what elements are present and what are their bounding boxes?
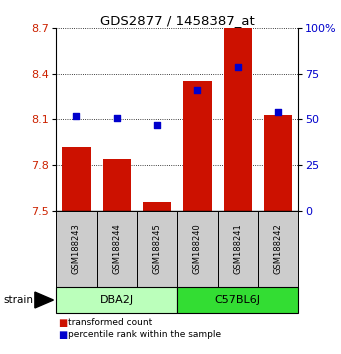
Bar bbox=[143, 201, 171, 211]
Text: DBA2J: DBA2J bbox=[100, 295, 134, 305]
Bar bbox=[218, 211, 258, 287]
Bar bbox=[258, 211, 298, 287]
Text: percentile rank within the sample: percentile rank within the sample bbox=[68, 330, 221, 339]
Bar bbox=[97, 211, 137, 287]
Bar bbox=[103, 159, 131, 211]
Point bbox=[114, 115, 119, 120]
Bar bbox=[56, 287, 177, 313]
Point bbox=[235, 64, 241, 69]
Text: ■: ■ bbox=[58, 330, 67, 339]
Text: transformed count: transformed count bbox=[68, 318, 152, 327]
Point bbox=[154, 122, 160, 128]
Bar bbox=[62, 147, 91, 211]
Text: ■: ■ bbox=[58, 318, 67, 328]
Bar bbox=[177, 287, 298, 313]
Text: GSM188243: GSM188243 bbox=[72, 223, 81, 274]
Point bbox=[74, 113, 79, 119]
Bar bbox=[183, 81, 212, 211]
Text: strain: strain bbox=[3, 295, 33, 305]
Polygon shape bbox=[35, 292, 54, 308]
Bar bbox=[177, 211, 218, 287]
Text: C57BL6J: C57BL6J bbox=[215, 295, 261, 305]
Point bbox=[276, 109, 281, 115]
Text: GSM188242: GSM188242 bbox=[274, 223, 283, 274]
Bar bbox=[264, 115, 292, 211]
Bar bbox=[137, 211, 177, 287]
Bar bbox=[56, 211, 97, 287]
Bar bbox=[224, 25, 252, 211]
Text: GSM188244: GSM188244 bbox=[112, 223, 121, 274]
Text: GSM188245: GSM188245 bbox=[153, 223, 162, 274]
Text: GSM188241: GSM188241 bbox=[233, 223, 242, 274]
Title: GDS2877 / 1458387_at: GDS2877 / 1458387_at bbox=[100, 14, 255, 27]
Text: GSM188240: GSM188240 bbox=[193, 223, 202, 274]
Point bbox=[195, 87, 200, 93]
